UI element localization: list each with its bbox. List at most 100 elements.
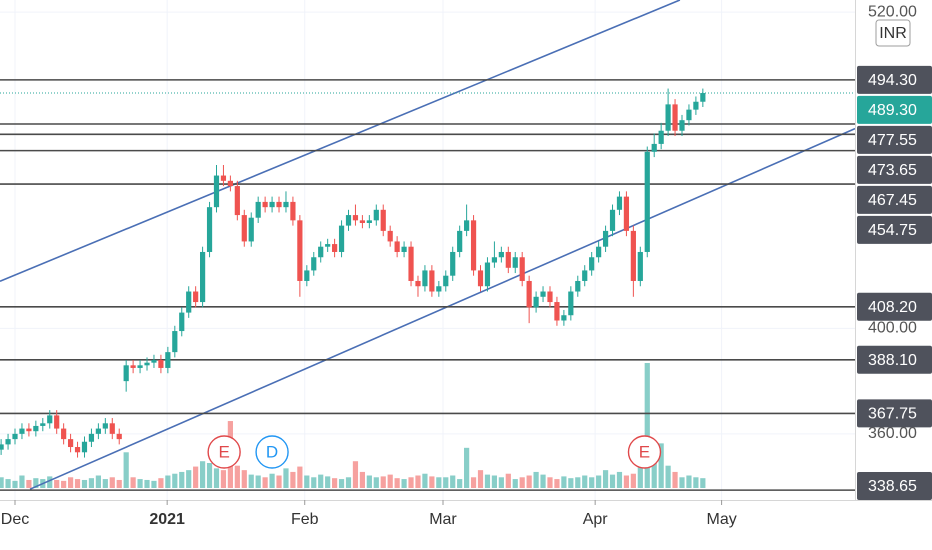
volume-bar [589, 477, 595, 488]
volume-bar [540, 474, 546, 488]
candle-body [470, 220, 477, 271]
event-marker[interactable] [207, 435, 241, 469]
candle-body [568, 291, 574, 316]
volume-bar [686, 475, 692, 488]
volume-bar [373, 477, 379, 488]
y-tick-label: 400.00 [868, 320, 917, 337]
volume-bar [255, 475, 261, 488]
candle-body [519, 257, 525, 281]
currency-box[interactable] [875, 19, 911, 47]
volume-bar [151, 480, 157, 488]
volume-bar [206, 463, 213, 488]
candle-body [109, 423, 115, 434]
volume-bar [464, 447, 470, 488]
candle-body [429, 270, 435, 292]
currency-label[interactable]: INR [879, 25, 907, 42]
currency-badge[interactable]: INR [875, 19, 911, 47]
volume-bar [554, 479, 560, 488]
volume-bar [568, 478, 574, 488]
volume-bar [630, 473, 636, 488]
volume-bar [359, 471, 365, 488]
candle-body [325, 244, 331, 247]
candle-body [637, 251, 643, 281]
candle-body [332, 244, 338, 252]
price-label: 473.65 [868, 162, 917, 179]
candle-body [199, 251, 206, 303]
volume-bar [61, 480, 67, 488]
candle-body [0, 444, 4, 450]
volume-bar [658, 443, 664, 488]
candle-body [151, 360, 157, 363]
candle-body [276, 201, 282, 208]
volume-bar [561, 476, 567, 488]
candle-body [283, 201, 289, 208]
candle-body [318, 246, 324, 258]
candle-body [241, 215, 247, 242]
candle-body [116, 433, 122, 440]
price-label-box [857, 185, 932, 214]
volume-bar [311, 477, 317, 488]
candle-body [206, 207, 213, 252]
candle-body [88, 433, 95, 442]
candle-body [54, 415, 60, 429]
volume-bar [519, 477, 525, 488]
volume-bar [575, 477, 581, 488]
volume-bar [12, 480, 18, 488]
event-marker[interactable] [627, 435, 662, 469]
volume-bar [526, 475, 532, 488]
y-tick-label: 360.00 [868, 425, 917, 442]
volume-bar [672, 471, 678, 488]
volume-bar [54, 479, 60, 488]
volume-bar [352, 461, 359, 488]
volume-bar [318, 474, 324, 488]
x-tick-label: Mar [429, 511, 457, 528]
volume-bar [0, 477, 4, 488]
volume-bar [443, 477, 449, 488]
candle-body [248, 217, 254, 242]
candle-body [304, 270, 310, 281]
volume-bar [304, 475, 310, 488]
volume-bar [325, 476, 331, 488]
volume-bar [137, 479, 143, 488]
volume-bar [234, 465, 240, 488]
candle-body [408, 246, 414, 281]
candle-body [561, 315, 567, 321]
candle-body [213, 175, 220, 208]
event-marker[interactable] [255, 435, 289, 469]
volume-bar [241, 470, 247, 488]
volume-bar [429, 476, 435, 488]
candle-body [12, 433, 18, 440]
candle-body [67, 439, 74, 448]
price-label: 408.20 [868, 299, 917, 316]
price-label: 489.30 [868, 102, 917, 119]
candle-body [589, 257, 595, 271]
event-label: E [639, 442, 650, 461]
volume-bar [609, 474, 616, 488]
volume-bar [470, 477, 477, 488]
volume-bar [394, 478, 400, 488]
candle-body [394, 241, 400, 252]
x-tick-label: 2021 [149, 511, 185, 528]
candle-body [290, 201, 296, 221]
candle-body [693, 101, 699, 110]
volume-bar [95, 475, 101, 488]
volume-bar [623, 475, 630, 488]
volume-bar [123, 452, 129, 488]
volume-bar [547, 477, 553, 488]
volume-bar [193, 466, 199, 488]
volume-bar [512, 479, 518, 488]
candle-body [95, 428, 101, 434]
volume-bar [679, 477, 685, 488]
volume-bar [491, 475, 498, 488]
candle-body [616, 196, 623, 210]
candle-body [269, 201, 275, 208]
volume-bar [700, 478, 706, 488]
candle-body [575, 280, 581, 292]
grid [0, 0, 855, 500]
candle-body [262, 201, 268, 208]
x-tick-label: Dec [1, 511, 29, 528]
price-label: 454.75 [868, 222, 917, 239]
volume-bar [5, 479, 11, 488]
candle-body [422, 270, 428, 287]
volume-bar [387, 474, 393, 488]
